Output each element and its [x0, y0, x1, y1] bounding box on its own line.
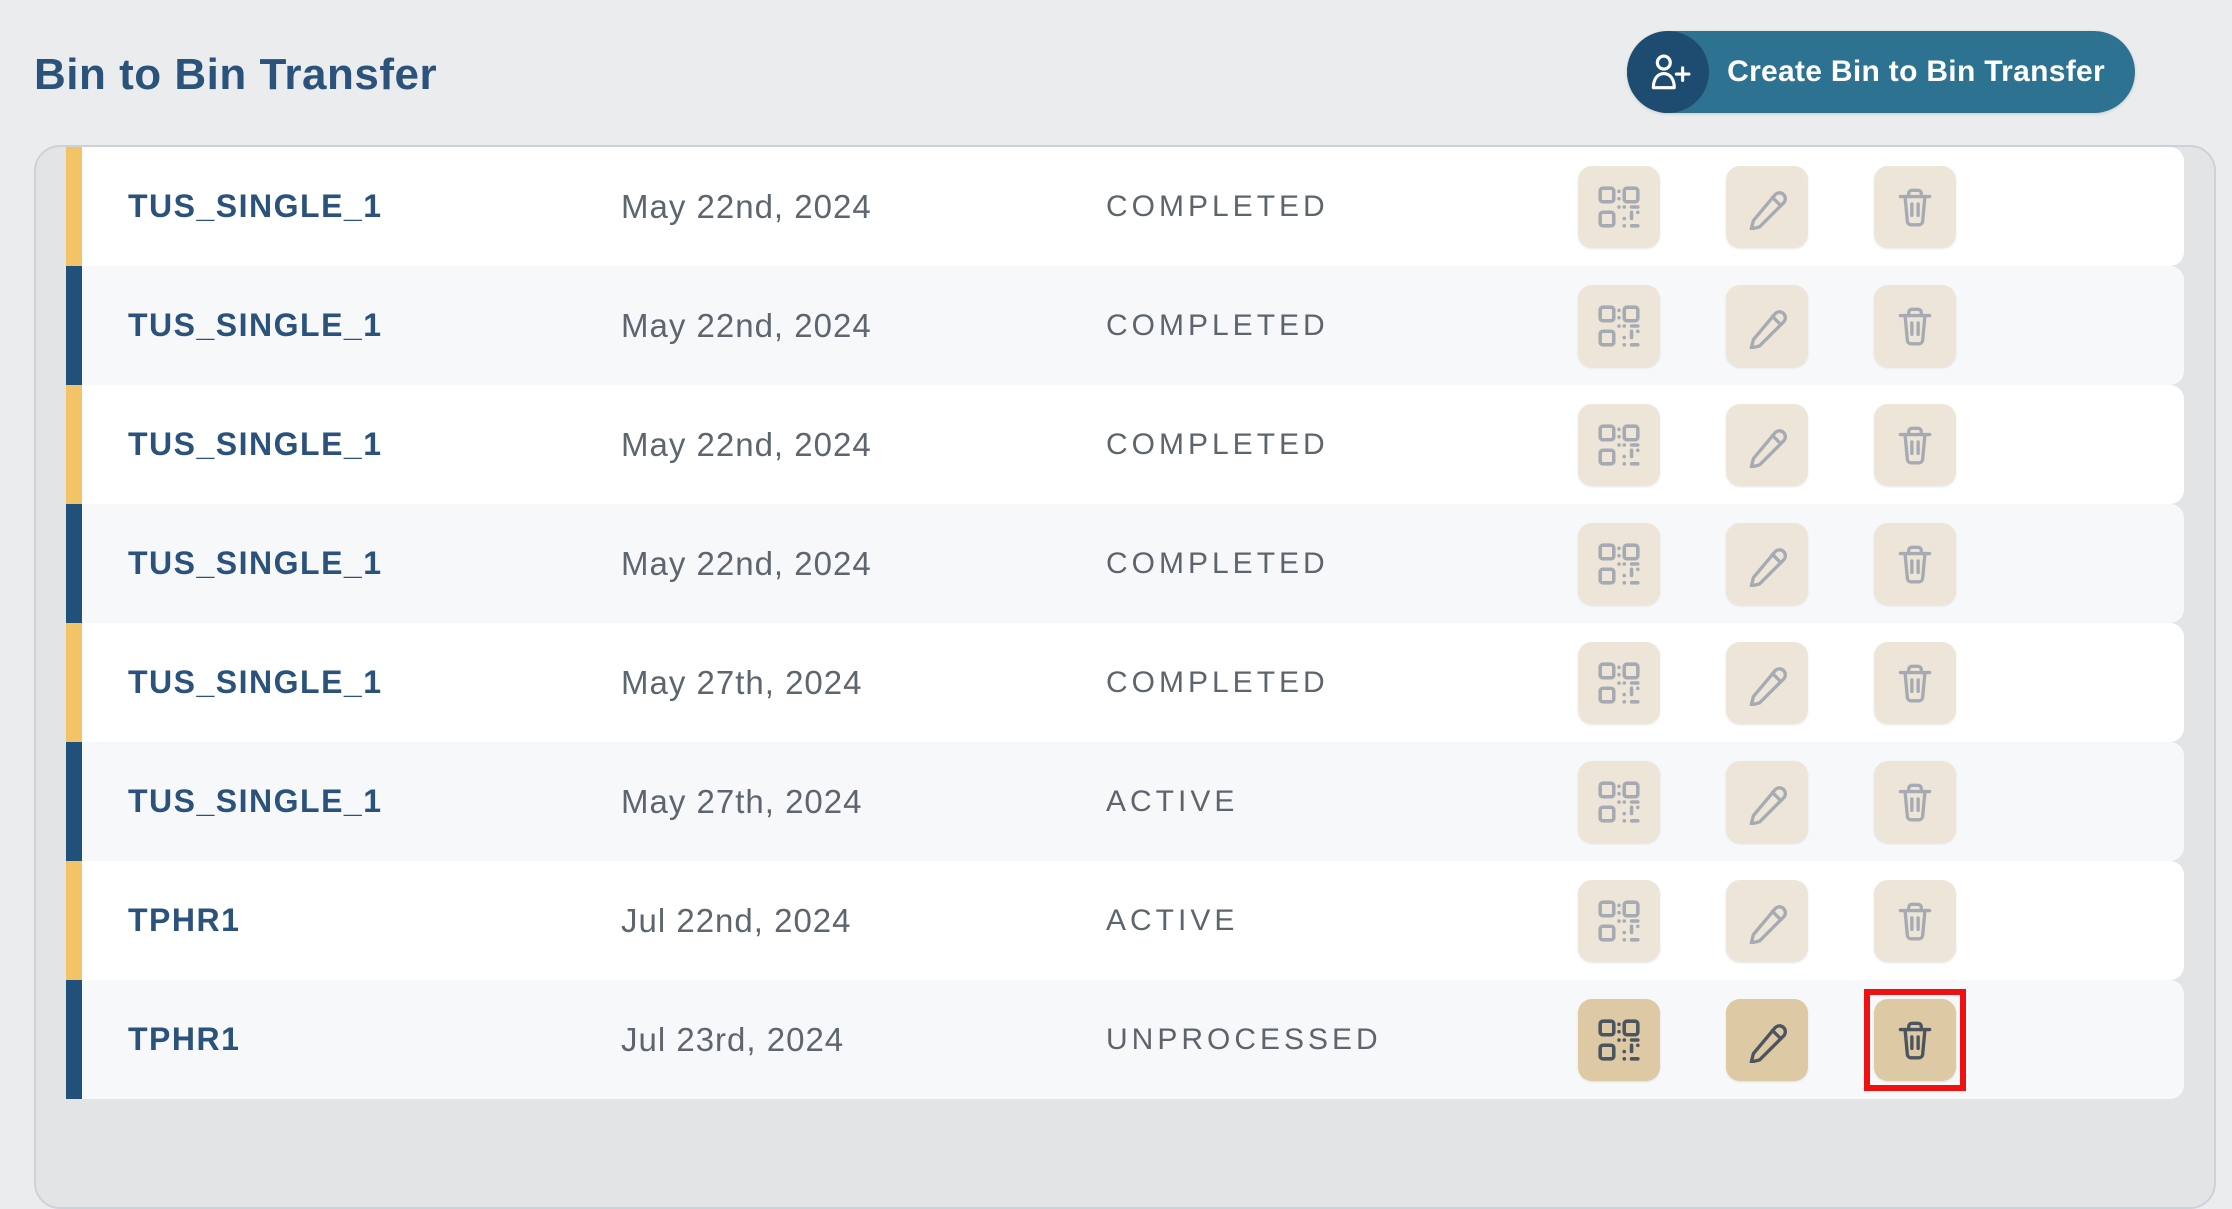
person-plus-icon [1651, 54, 1691, 90]
delete-button[interactable] [1874, 879, 1956, 962]
row-accent-bar [66, 742, 82, 861]
qr-code-button[interactable] [1578, 284, 1660, 367]
pencil-icon [1749, 428, 1787, 468]
transfer-status: COMPLETED [1106, 308, 1329, 342]
create-bin-to-bin-transfer-button[interactable]: Create Bin to Bin Transfer [1627, 31, 2135, 113]
edit-button[interactable] [1726, 403, 1808, 486]
table-row: TUS_SINGLE_1 May 22nd, 2024 COMPLETED [66, 266, 2184, 385]
delete-button[interactable] [1874, 760, 1956, 843]
qr-code-button[interactable] [1578, 522, 1660, 605]
create-button-label: Create Bin to Bin Transfer [1727, 55, 2105, 88]
transfer-date: May 27th, 2024 [621, 663, 863, 701]
edit-button[interactable] [1726, 998, 1808, 1081]
qr-code-icon [1598, 1018, 1640, 1061]
row-accent-bar [66, 623, 82, 742]
qr-code-button[interactable] [1578, 760, 1660, 843]
edit-button[interactable] [1726, 284, 1808, 367]
transfer-status: COMPLETED [1106, 546, 1329, 580]
delete-button[interactable] [1874, 998, 1956, 1081]
delete-button[interactable] [1874, 522, 1956, 605]
trash-icon [1898, 664, 1932, 702]
transfer-status: COMPLETED [1106, 189, 1329, 223]
table-row: TUS_SINGLE_1 May 22nd, 2024 COMPLETED [66, 147, 2184, 266]
trash-icon [1898, 1021, 1932, 1059]
transfer-status: UNPROCESSED [1106, 1022, 1382, 1056]
pencil-icon [1749, 190, 1787, 230]
table-row: TUS_SINGLE_1 May 22nd, 2024 COMPLETED [66, 385, 2184, 504]
qr-code-icon [1598, 780, 1640, 823]
pencil-icon [1749, 547, 1787, 587]
trash-icon [1898, 902, 1932, 940]
edit-button[interactable] [1726, 165, 1808, 248]
delete-button[interactable] [1874, 403, 1956, 486]
delete-button[interactable] [1874, 165, 1956, 248]
edit-button[interactable] [1726, 879, 1808, 962]
delete-button[interactable] [1874, 284, 1956, 367]
transfer-name: TUS_SINGLE_1 [128, 307, 383, 343]
pencil-icon [1749, 309, 1787, 349]
page-title: Bin to Bin Transfer [34, 50, 438, 99]
transfer-name: TUS_SINGLE_1 [128, 188, 383, 224]
row-accent-bar [66, 504, 82, 623]
transfer-status: COMPLETED [1106, 665, 1329, 699]
qr-code-button[interactable] [1578, 403, 1660, 486]
delete-button[interactable] [1874, 641, 1956, 724]
row-accent-bar [66, 385, 82, 504]
qr-code-button[interactable] [1578, 641, 1660, 724]
qr-code-icon [1598, 423, 1640, 466]
transfer-name: TPHR1 [128, 1021, 241, 1057]
transfer-date: May 22nd, 2024 [621, 306, 872, 344]
trash-icon [1898, 545, 1932, 583]
transfer-date: Jul 22nd, 2024 [621, 901, 852, 939]
qr-code-icon [1598, 185, 1640, 228]
transfer-name: TPHR1 [128, 902, 241, 938]
transfer-date: May 22nd, 2024 [621, 187, 872, 225]
transfer-status: ACTIVE [1106, 784, 1239, 818]
table-row: TUS_SINGLE_1 May 27th, 2024 ACTIVE [66, 742, 2184, 861]
row-accent-bar [66, 980, 82, 1099]
transfer-name: TUS_SINGLE_1 [128, 783, 383, 819]
pencil-icon [1749, 1023, 1787, 1063]
table-row: TPHR1 Jul 22nd, 2024 ACTIVE [66, 861, 2184, 980]
qr-code-button[interactable] [1578, 998, 1660, 1081]
pencil-icon [1749, 785, 1787, 825]
table-row: TUS_SINGLE_1 May 22nd, 2024 COMPLETED [66, 504, 2184, 623]
pencil-icon [1749, 666, 1787, 706]
transfer-date: May 22nd, 2024 [621, 425, 872, 463]
transfer-status: COMPLETED [1106, 427, 1329, 461]
transfer-list-card: TUS_SINGLE_1 May 22nd, 2024 COMPLETED [34, 145, 2216, 1209]
trash-icon [1898, 307, 1932, 345]
qr-code-icon [1598, 661, 1640, 704]
trash-icon [1898, 426, 1932, 464]
qr-code-icon [1598, 542, 1640, 585]
qr-code-icon [1598, 899, 1640, 942]
edit-button[interactable] [1726, 522, 1808, 605]
row-accent-bar [66, 861, 82, 980]
transfer-table: TUS_SINGLE_1 May 22nd, 2024 COMPLETED [66, 147, 2184, 1099]
row-accent-bar [66, 147, 82, 266]
table-row: TUS_SINGLE_1 May 27th, 2024 COMPLETED [66, 623, 2184, 742]
qr-code-button[interactable] [1578, 879, 1660, 962]
transfer-date: Jul 23rd, 2024 [621, 1020, 845, 1058]
transfer-date: May 22nd, 2024 [621, 544, 872, 582]
edit-button[interactable] [1726, 760, 1808, 843]
transfer-name: TUS_SINGLE_1 [128, 426, 383, 462]
qr-code-button[interactable] [1578, 165, 1660, 248]
trash-icon [1898, 188, 1932, 226]
transfer-name: TUS_SINGLE_1 [128, 664, 383, 700]
trash-icon [1898, 783, 1932, 821]
qr-code-icon [1598, 304, 1640, 347]
edit-button[interactable] [1726, 641, 1808, 724]
transfer-status: ACTIVE [1106, 903, 1239, 937]
transfer-date: May 27th, 2024 [621, 782, 863, 820]
row-accent-bar [66, 266, 82, 385]
button-icon-circle [1627, 31, 1710, 113]
table-row: TPHR1 Jul 23rd, 2024 UNPROCESSED [66, 980, 2184, 1099]
transfer-name: TUS_SINGLE_1 [128, 545, 383, 581]
pencil-icon [1749, 904, 1787, 944]
